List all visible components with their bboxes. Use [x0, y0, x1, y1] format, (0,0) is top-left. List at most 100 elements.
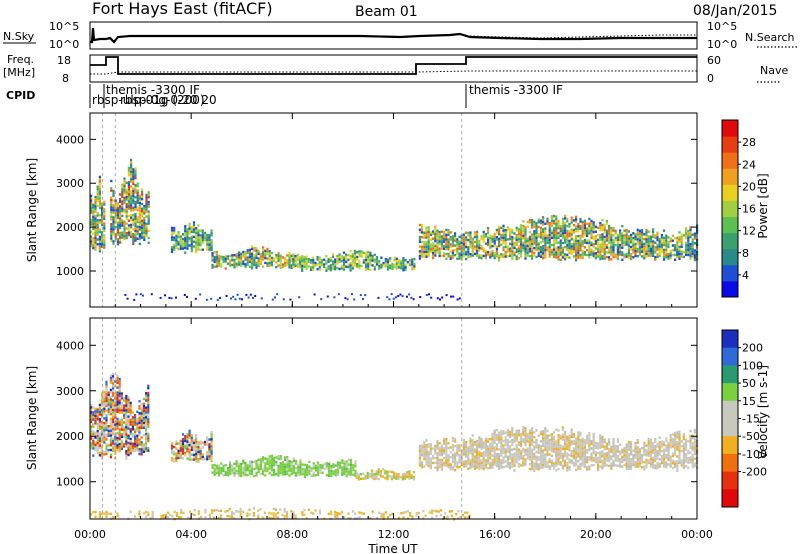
echo-cell — [619, 465, 622, 468]
echo-cell — [473, 462, 476, 465]
echo-cell — [197, 448, 200, 451]
echo-cell — [599, 233, 602, 237]
echo-cell — [105, 399, 108, 403]
echo-cell — [504, 233, 507, 237]
echo-cell — [612, 450, 615, 453]
echo-cell — [109, 441, 112, 444]
echo-cell — [114, 233, 117, 236]
echo-cell — [282, 298, 285, 301]
echo-cell — [103, 212, 106, 216]
echo-cell — [515, 257, 518, 261]
echo-cell — [522, 220, 525, 223]
echo-cell — [303, 265, 306, 268]
echo-cell — [255, 251, 258, 255]
echo-cell — [460, 253, 463, 256]
echo-cell — [555, 229, 558, 233]
echo-cell — [586, 241, 589, 245]
echo-cell — [184, 225, 187, 228]
echo-cell — [539, 233, 542, 237]
echo-cell — [418, 449, 421, 453]
echo-cell — [610, 238, 613, 242]
echo-cell — [630, 457, 633, 461]
echo-cell — [334, 471, 337, 474]
echo-cell — [570, 430, 573, 434]
echo-cell — [663, 441, 666, 444]
echo-cell — [553, 462, 556, 465]
echo-cell — [539, 430, 542, 433]
echo-cell — [129, 411, 132, 414]
echo-cell — [599, 238, 602, 242]
echo-cell — [121, 190, 124, 194]
echo-cell — [491, 447, 494, 450]
echo-cell — [119, 198, 122, 201]
echo-cell — [658, 465, 661, 468]
echo-cell — [218, 262, 221, 265]
echo-cell — [603, 440, 606, 444]
echo-cell — [526, 435, 529, 438]
echo-cell — [210, 231, 213, 235]
echo-cell — [528, 448, 531, 451]
echo-cell — [94, 419, 97, 423]
echo-cell — [246, 249, 249, 252]
echo-cell — [297, 463, 300, 467]
echo-cell — [105, 421, 108, 424]
echo-cell — [638, 232, 641, 235]
echo-cell — [136, 199, 139, 202]
echo-cell — [231, 464, 234, 467]
echo-cell — [421, 226, 424, 229]
echo-cell — [242, 462, 245, 465]
echo-cell — [561, 251, 564, 254]
echo-cell — [190, 458, 193, 461]
echo-cell — [436, 246, 439, 249]
echo-cell — [652, 228, 655, 231]
echo-cell — [112, 242, 115, 245]
echo-cell — [603, 445, 606, 448]
echo-cell — [548, 253, 551, 256]
echo-cell — [577, 246, 580, 250]
echo-cell — [336, 471, 339, 474]
echo-cell — [524, 245, 527, 248]
echo-cell — [425, 463, 428, 466]
echo-cell — [665, 446, 668, 450]
echo-cell — [270, 251, 273, 255]
echo-cell — [211, 464, 214, 467]
echo-cell — [605, 222, 608, 225]
echo-cell — [586, 239, 589, 242]
echo-cell — [665, 461, 668, 464]
echo-cell — [539, 236, 542, 239]
echo-cell — [138, 428, 141, 432]
echo-cell — [257, 250, 260, 253]
echo-cell — [471, 254, 474, 257]
echo-cell — [338, 253, 341, 256]
echo-cell — [273, 259, 276, 263]
echo-cell — [592, 238, 595, 241]
echo-cell — [467, 246, 470, 249]
echo-cell — [436, 445, 439, 448]
echo-cell — [362, 261, 365, 264]
echo-cell — [251, 467, 254, 471]
echo-cell — [484, 463, 487, 467]
echo-cell — [237, 253, 240, 257]
echo-cell — [511, 238, 514, 241]
echo-cell — [177, 231, 180, 234]
echo-cell — [397, 295, 400, 297]
echo-cell — [140, 424, 143, 427]
echo-cell — [427, 457, 430, 461]
echo-cell — [528, 467, 531, 471]
echo-cell — [537, 463, 540, 466]
echo-cell — [190, 443, 193, 447]
echo-cell — [520, 240, 523, 244]
echo-cell — [211, 466, 214, 469]
echo-cell — [603, 464, 606, 468]
echo-cell — [110, 239, 113, 243]
echo-cell — [362, 472, 365, 475]
echo-cell — [654, 246, 657, 249]
echo-cell — [603, 245, 606, 248]
echo-cell — [520, 435, 523, 438]
echo-cell — [127, 181, 130, 184]
echo-cell — [630, 441, 633, 444]
echo-cell — [456, 257, 459, 260]
echo-cell — [557, 458, 560, 461]
echo-cell — [447, 231, 450, 234]
echo-cell — [493, 446, 496, 449]
